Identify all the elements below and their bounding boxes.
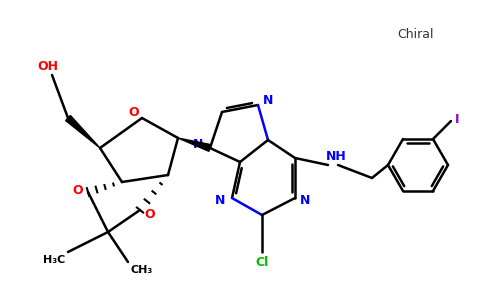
Text: N: N	[215, 194, 225, 208]
Text: Chiral: Chiral	[397, 28, 433, 41]
Text: NH: NH	[326, 151, 347, 164]
Text: N: N	[300, 194, 310, 208]
Text: O: O	[145, 208, 155, 220]
Text: OH: OH	[37, 61, 59, 74]
Polygon shape	[178, 138, 211, 151]
Text: N: N	[193, 139, 203, 152]
Polygon shape	[66, 116, 100, 148]
Text: O: O	[129, 106, 139, 118]
Text: O: O	[73, 184, 83, 196]
Text: N: N	[263, 94, 273, 106]
Text: H₃C: H₃C	[43, 255, 65, 265]
Text: CH₃: CH₃	[131, 265, 153, 275]
Text: I: I	[455, 112, 459, 125]
Text: Cl: Cl	[256, 256, 269, 268]
